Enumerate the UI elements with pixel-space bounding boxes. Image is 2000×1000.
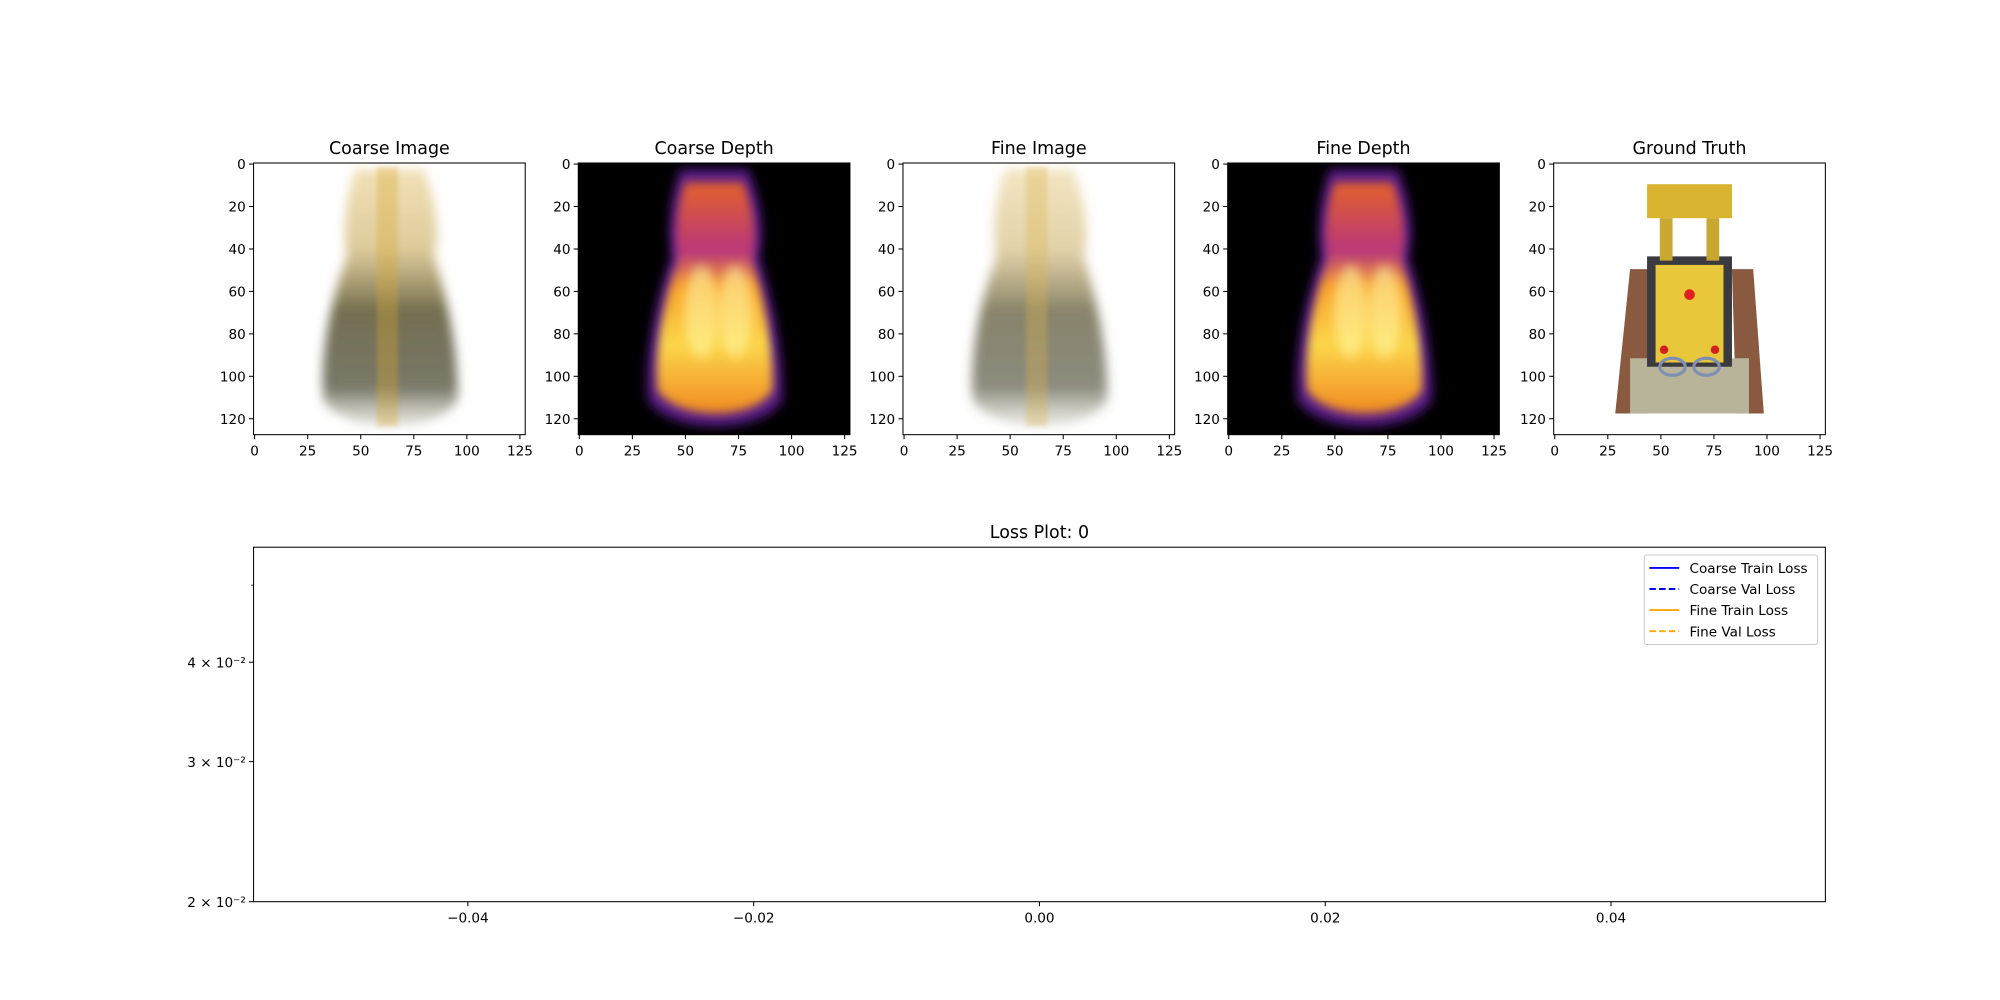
- x-tick-label: 0: [1224, 443, 1233, 459]
- axes-title: Ground Truth: [1633, 139, 1747, 159]
- y-tick-label: 120: [1194, 412, 1220, 428]
- axes-title: Coarse Depth: [654, 139, 773, 159]
- y-tick-label: 80: [1529, 327, 1546, 343]
- x-tick-label: 0: [250, 443, 259, 459]
- x-tick-label: 50: [1326, 443, 1343, 459]
- y-tick-label: 2 × 10⁻²: [187, 895, 246, 911]
- image-coarse: [254, 163, 526, 435]
- y-tick-label: 0: [237, 157, 246, 173]
- x-tick-label: −0.04: [447, 910, 489, 926]
- x-tick-label: 100: [1428, 443, 1454, 459]
- x-tick-label: 125: [1156, 443, 1182, 459]
- x-tick-label: 0.00: [1024, 910, 1054, 926]
- x-tick-label: 75: [1055, 443, 1072, 459]
- y-tick-label: 60: [878, 285, 895, 301]
- x-tick-label: 25: [1599, 443, 1616, 459]
- y-tick-label: 40: [1203, 242, 1220, 258]
- x-tick-label: 50: [1652, 443, 1669, 459]
- y-tick-label: 120: [1520, 412, 1546, 428]
- y-tick-label: 100: [220, 369, 246, 385]
- x-tick-label: 100: [1103, 443, 1129, 459]
- y-tick-label: 100: [545, 369, 571, 385]
- x-tick-label: 25: [1273, 443, 1290, 459]
- x-tick-label: 25: [948, 443, 965, 459]
- x-tick-label: 75: [1379, 443, 1396, 459]
- axes-frame: [1553, 162, 1826, 436]
- legend-label: Coarse Val Loss: [1690, 582, 1796, 598]
- x-tick-label: 0: [1550, 443, 1559, 459]
- y-tick-label: 80: [229, 327, 246, 343]
- y-tick-label: 40: [1529, 242, 1546, 258]
- x-tick-label: 100: [1754, 443, 1780, 459]
- y-tick-label: 120: [220, 412, 246, 428]
- y-tick-label: 40: [553, 242, 570, 258]
- y-tick-label: 20: [229, 200, 246, 216]
- legend-box: [1643, 554, 1819, 646]
- y-tick-label: 60: [553, 285, 570, 301]
- axes-frame: [577, 162, 851, 436]
- y-tick-label: 60: [1203, 285, 1220, 301]
- x-tick-label: 125: [1807, 443, 1833, 459]
- x-tick-label: 100: [454, 443, 480, 459]
- x-tick-label: 50: [352, 443, 369, 459]
- y-tick-label: 4 × 10⁻²: [187, 655, 246, 671]
- axes-frame: [253, 546, 1826, 903]
- x-tick-label: 50: [677, 443, 694, 459]
- x-tick-label: 75: [730, 443, 747, 459]
- x-tick-label: 100: [779, 443, 805, 459]
- axes-frame: [902, 162, 1176, 436]
- axes-frame: [253, 162, 526, 436]
- y-tick-label: 80: [553, 327, 570, 343]
- y-tick-label: 60: [1529, 285, 1546, 301]
- legend-label: Coarse Train Loss: [1690, 561, 1808, 577]
- y-tick-label: 3 × 10⁻²: [187, 755, 246, 771]
- y-tick-label: 120: [545, 412, 571, 428]
- x-tick-label: 25: [624, 443, 641, 459]
- axes-title: Fine Depth: [1316, 139, 1410, 159]
- axes-title: Loss Plot: 0: [990, 523, 1089, 543]
- axes-frame: [1227, 162, 1500, 436]
- x-tick-label: 0.02: [1310, 910, 1340, 926]
- x-tick-label: 50: [1002, 443, 1019, 459]
- image-coarse-depth: [578, 163, 850, 435]
- y-tick-label: 80: [878, 327, 895, 343]
- y-tick-label: 20: [1203, 200, 1220, 216]
- x-tick-label: 0: [900, 443, 909, 459]
- y-tick-label: 20: [1529, 200, 1546, 216]
- y-tick-label: 100: [869, 369, 895, 385]
- x-tick-label: 0.04: [1596, 910, 1626, 926]
- y-tick-label: 100: [1194, 369, 1220, 385]
- y-tick-label: 0: [562, 157, 571, 173]
- legend-label: Fine Val Loss: [1690, 624, 1776, 640]
- y-tick-label: 40: [878, 242, 895, 258]
- x-tick-label: −0.02: [733, 910, 775, 926]
- y-tick-label: 40: [229, 242, 246, 258]
- axes-title: Fine Image: [991, 139, 1087, 159]
- image-fine: [903, 163, 1175, 435]
- y-tick-label: 80: [1203, 327, 1220, 343]
- image-fine-depth: [1228, 163, 1500, 435]
- y-tick-label: 20: [553, 200, 570, 216]
- y-tick-label: 20: [878, 200, 895, 216]
- y-tick-label: 100: [1520, 369, 1546, 385]
- y-tick-label: 0: [1211, 157, 1220, 173]
- y-tick-label: 60: [229, 285, 246, 301]
- legend-label: Fine Train Loss: [1690, 603, 1789, 619]
- axes-title: Coarse Image: [329, 139, 450, 159]
- image-ground-truth: [1553, 163, 1826, 435]
- x-tick-label: 25: [299, 443, 316, 459]
- x-tick-label: 75: [1705, 443, 1722, 459]
- x-tick-label: 75: [405, 443, 422, 459]
- y-tick-label: 120: [869, 412, 895, 428]
- x-tick-label: 125: [1481, 443, 1507, 459]
- y-tick-label: 0: [1537, 157, 1546, 173]
- x-tick-label: 125: [507, 443, 533, 459]
- x-tick-label: 125: [832, 443, 858, 459]
- y-tick-label: 0: [887, 157, 896, 173]
- x-tick-label: 0: [575, 443, 584, 459]
